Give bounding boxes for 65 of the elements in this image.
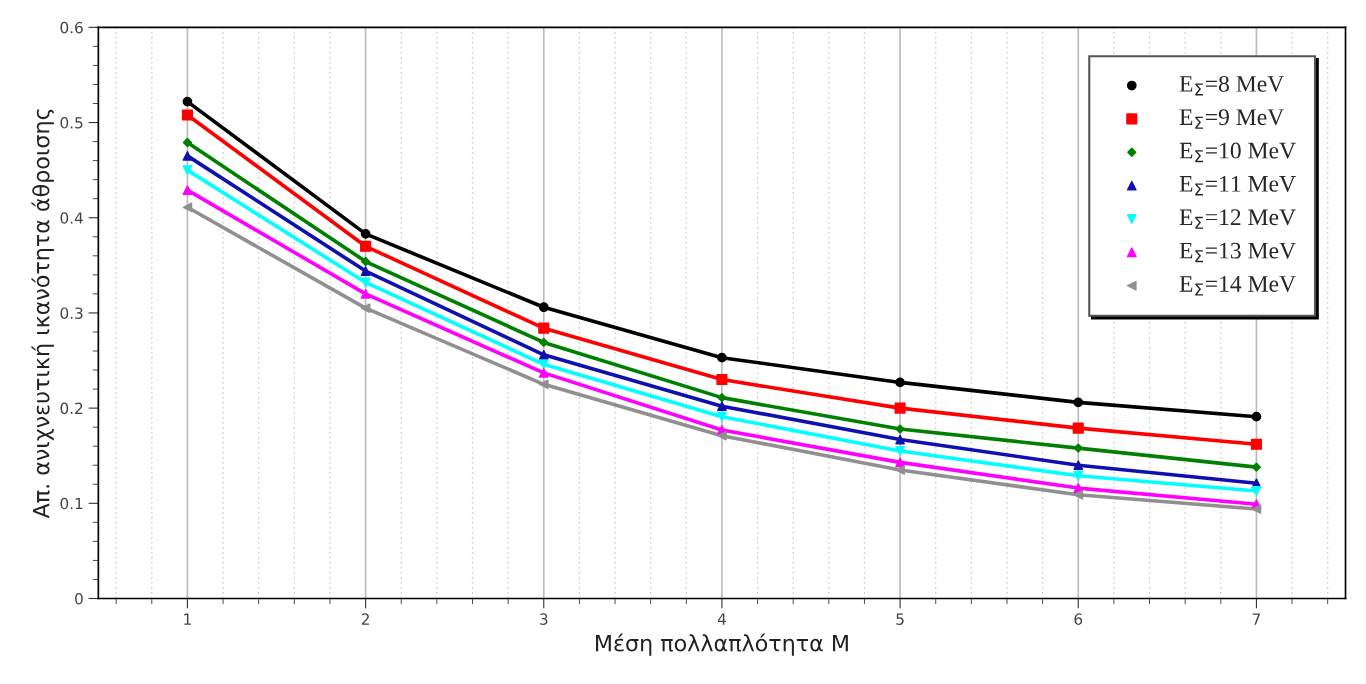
x-tick-label: 3 bbox=[540, 613, 548, 625]
point bbox=[1250, 438, 1262, 450]
point bbox=[182, 165, 193, 176]
legend-label: E$_{Σ}$=12 MeV bbox=[1179, 209, 1296, 229]
point bbox=[1073, 397, 1084, 408]
point bbox=[1251, 411, 1262, 422]
y-tick-label: 0.4 bbox=[60, 212, 83, 224]
point bbox=[360, 229, 371, 239]
legend-label: E$_{Σ}$=8 MeV bbox=[1179, 75, 1285, 96]
point bbox=[717, 393, 727, 403]
point bbox=[360, 256, 371, 267]
x-tick-label: 4 bbox=[717, 613, 726, 625]
x-tick-label: 1 bbox=[184, 613, 191, 625]
point bbox=[538, 302, 549, 313]
point bbox=[182, 151, 193, 161]
point bbox=[1251, 462, 1262, 472]
point bbox=[895, 446, 905, 456]
point bbox=[360, 289, 371, 299]
point bbox=[182, 202, 193, 213]
y-axis-title: Απ. ανιχνευτική ικανότητα άθροισης bbox=[31, 109, 54, 519]
legend-label: E$_{Σ}$=13 MeV bbox=[1179, 242, 1296, 263]
point bbox=[1073, 470, 1084, 481]
point bbox=[895, 424, 905, 434]
y-tick-label: 0.1 bbox=[60, 497, 83, 510]
point bbox=[539, 337, 549, 348]
point bbox=[1251, 486, 1262, 496]
point bbox=[895, 457, 905, 468]
point bbox=[1073, 443, 1083, 453]
point bbox=[894, 402, 906, 414]
legend-label: E$_{Σ}$=10 MeV bbox=[1179, 142, 1296, 163]
y-tick-label: 0 bbox=[75, 592, 83, 605]
point bbox=[360, 240, 372, 252]
point bbox=[182, 185, 193, 195]
y-tick-label: 0.5 bbox=[60, 117, 83, 129]
x-tick-label: 5 bbox=[896, 613, 904, 625]
point bbox=[538, 368, 549, 378]
point bbox=[717, 430, 727, 441]
x-tick-label: 2 bbox=[361, 613, 369, 625]
point bbox=[716, 374, 728, 386]
point bbox=[182, 96, 193, 107]
y-tick-label: 0.3 bbox=[60, 307, 83, 319]
point bbox=[181, 109, 193, 121]
point bbox=[360, 303, 371, 314]
point bbox=[1072, 422, 1084, 434]
point bbox=[360, 266, 371, 276]
x-axis-title: Μέση πολλαπλότητα M bbox=[596, 633, 848, 656]
point bbox=[895, 434, 905, 445]
point bbox=[717, 352, 727, 363]
point bbox=[895, 377, 905, 388]
point bbox=[1073, 460, 1084, 471]
point bbox=[182, 137, 193, 148]
x-tick-label: 6 bbox=[1074, 613, 1083, 625]
y-tick-label: 0.2 bbox=[60, 402, 83, 415]
point bbox=[538, 359, 549, 370]
point bbox=[360, 277, 371, 288]
x-tick-label: 7 bbox=[1252, 613, 1260, 625]
y-tick-label: 0.6 bbox=[60, 21, 83, 34]
point bbox=[717, 411, 727, 422]
point bbox=[1251, 504, 1262, 514]
point bbox=[717, 401, 727, 412]
legend-label: E$_{Σ}$=9 MeV bbox=[1179, 109, 1285, 129]
legend-label: E$_{Σ}$=11 MeV bbox=[1179, 175, 1296, 196]
point bbox=[538, 379, 549, 390]
point bbox=[538, 322, 550, 334]
legend-label: E$_{Σ}$=14 MeV bbox=[1179, 276, 1296, 296]
